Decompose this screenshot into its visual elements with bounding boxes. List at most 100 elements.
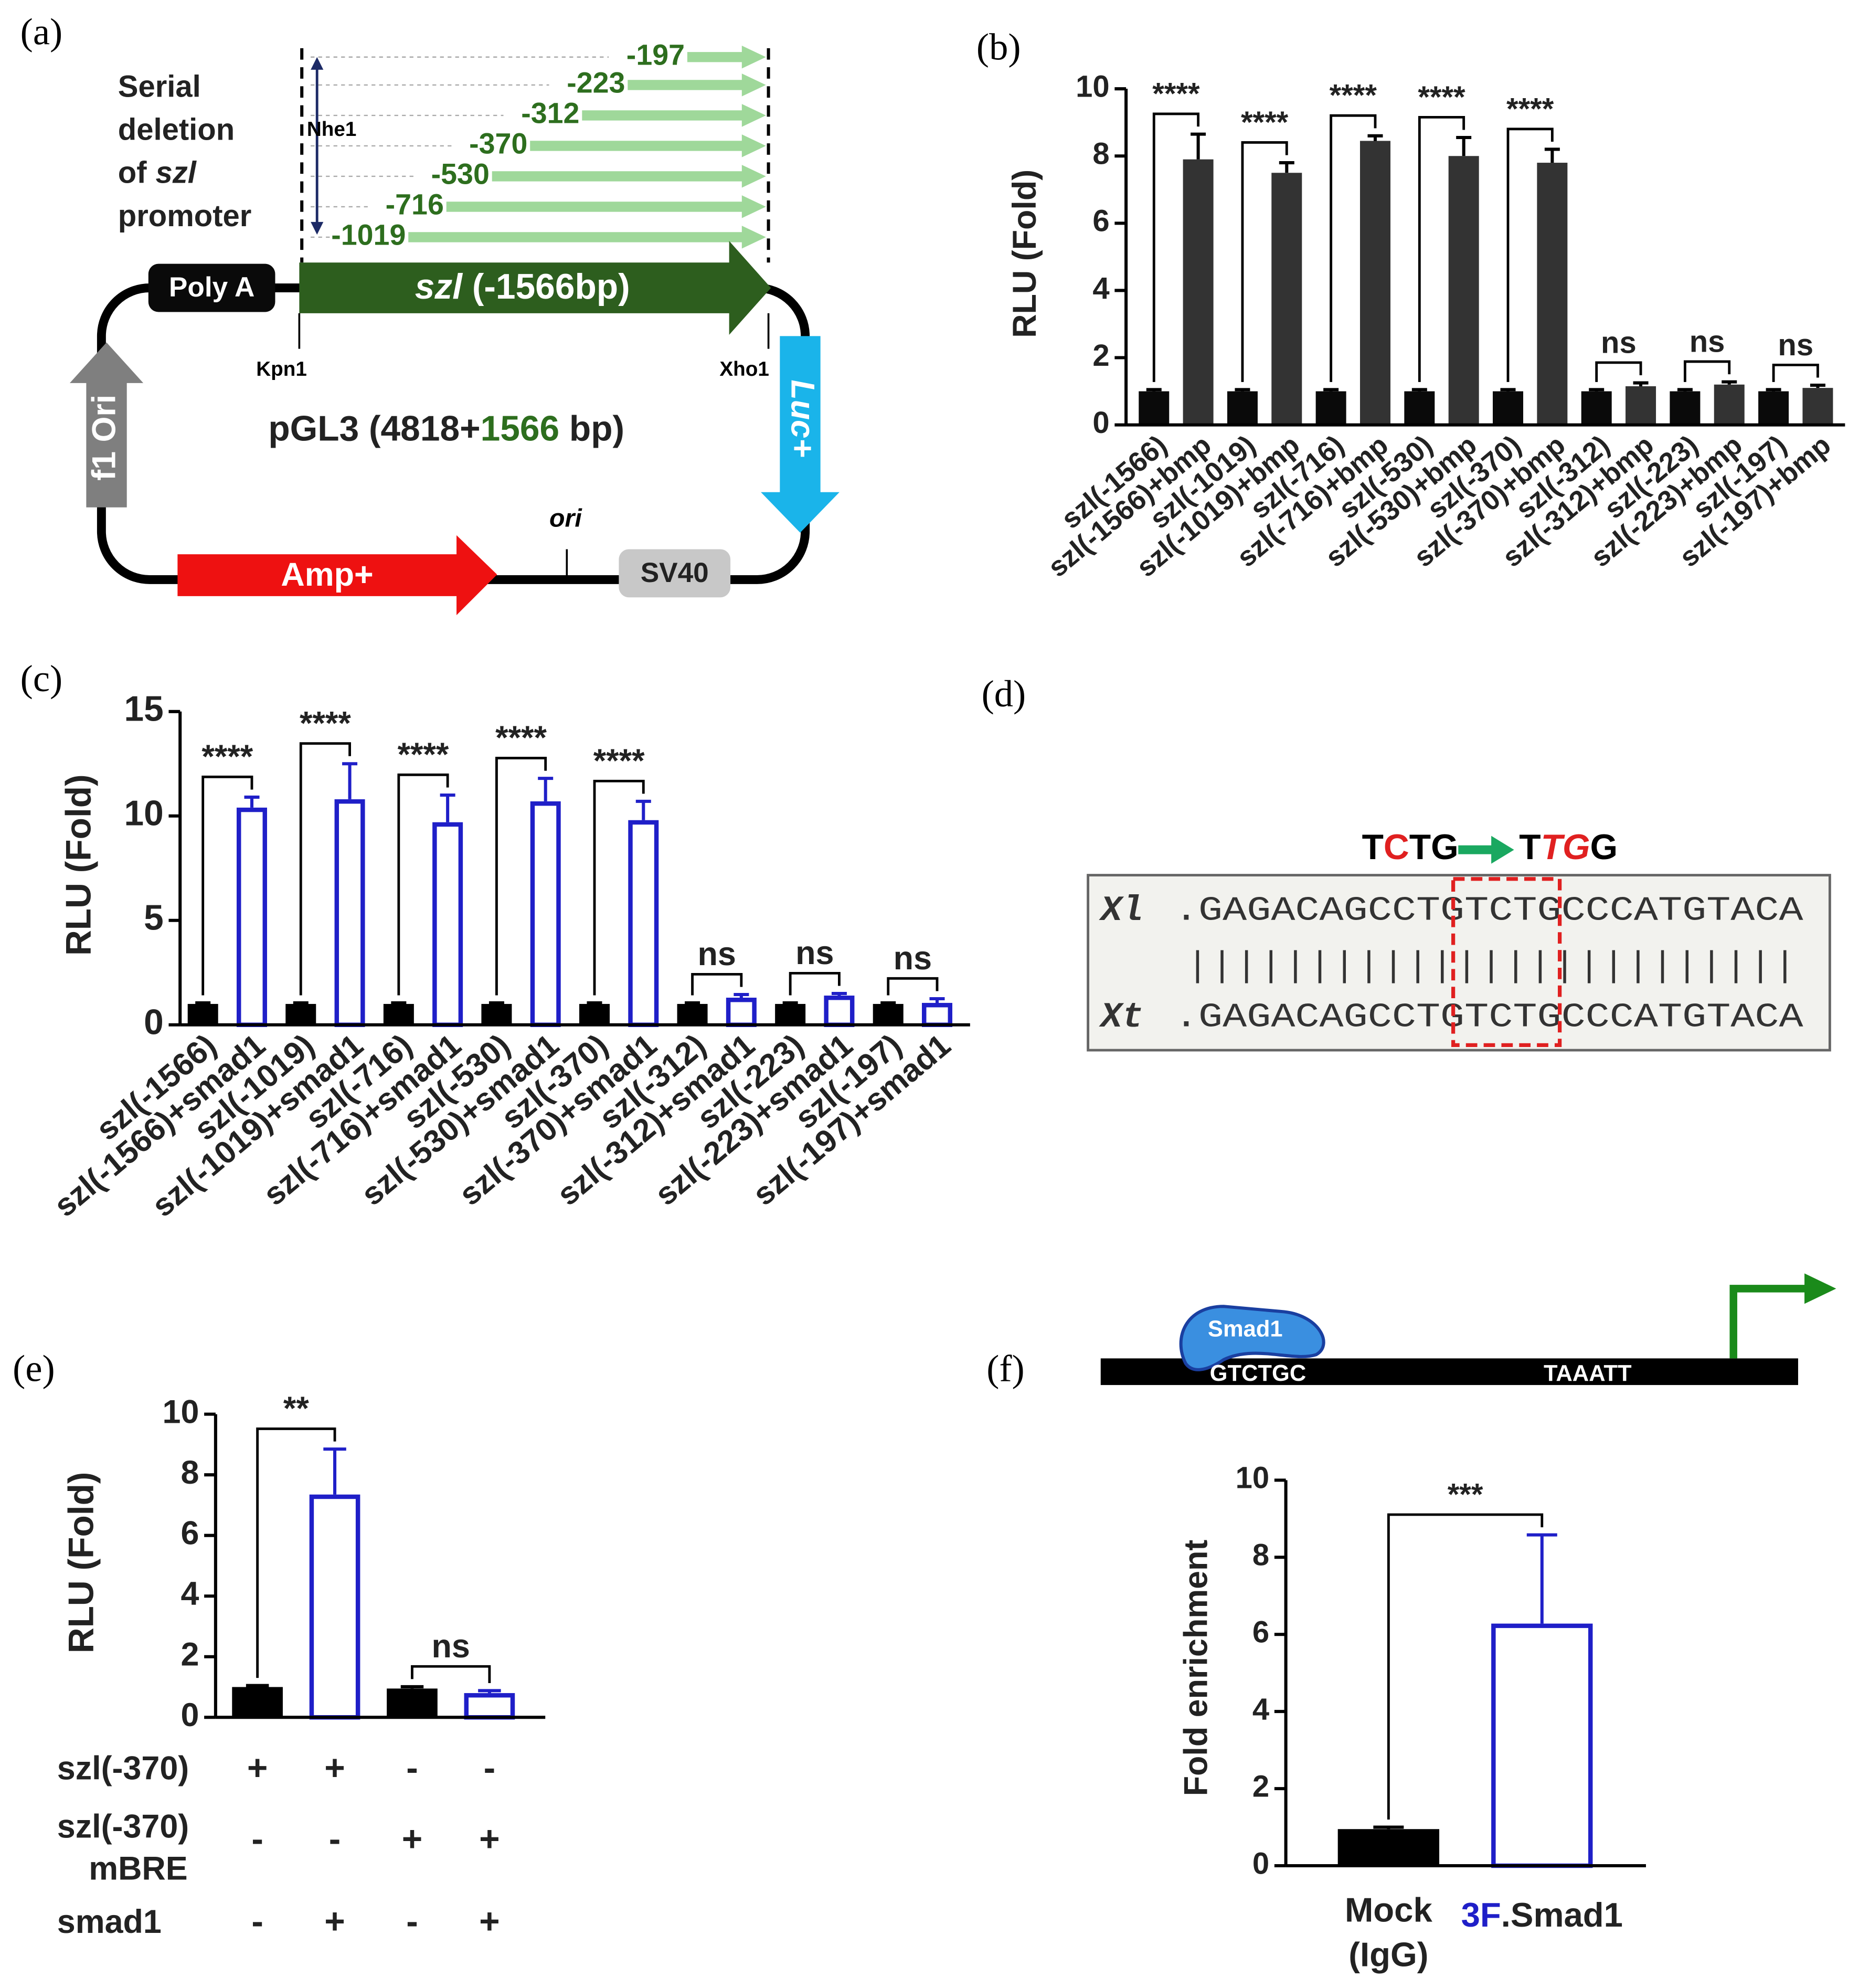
y-tick-label: 5 [144, 898, 164, 938]
error-bar [538, 777, 554, 801]
caption: Serial [118, 70, 201, 104]
bar [775, 1003, 806, 1025]
significance-bracket [397, 773, 449, 996]
plasmid-name: pGL3 (4818+1566 bp) [268, 409, 624, 449]
y-tick-label: 10 [1236, 1461, 1270, 1495]
error-bar [1677, 388, 1693, 392]
significance-label: **** [1506, 92, 1554, 126]
panel-label: (c) [20, 657, 62, 700]
error-bar [1373, 1825, 1404, 1830]
panel-label: (d) [982, 672, 1026, 715]
error-bar [1766, 388, 1781, 392]
arrow-head [741, 134, 766, 157]
arrow-head [741, 195, 766, 218]
significance-label: **** [1418, 80, 1465, 114]
error-bar [929, 997, 945, 1003]
error-bar [323, 1447, 346, 1495]
insert-part: szl [415, 267, 463, 306]
bar [387, 1688, 438, 1718]
y-tick-label: 10 [124, 794, 164, 833]
caption: of szl [118, 156, 197, 190]
bar [1493, 391, 1524, 425]
bar [628, 820, 659, 1027]
y-tick-label: 2 [1252, 1769, 1269, 1803]
label-part: 3F [1461, 1896, 1501, 1934]
y-axis-label: RLU (Fold) [61, 1472, 101, 1654]
bar [236, 807, 267, 1027]
significance-bracket [1595, 361, 1642, 382]
significance-bracket [1241, 141, 1288, 382]
alignment-box [1087, 874, 1831, 1052]
polya-box [148, 263, 275, 312]
insert-label: szl (-1566bp) [415, 267, 630, 306]
bar [1315, 391, 1346, 425]
caption: deletion [118, 113, 235, 147]
highlight-box [1451, 877, 1562, 1048]
bar [1537, 163, 1568, 425]
condition-label: szl(-370) [57, 1809, 189, 1845]
error-bar [1323, 388, 1339, 392]
name-part: pGL3 (4818+ [268, 409, 480, 449]
bar [1581, 391, 1612, 425]
significance-bracket [1418, 115, 1465, 382]
y-tick-label: 8 [1252, 1538, 1269, 1572]
significance-label: **** [495, 720, 547, 756]
arrow-head [311, 57, 324, 70]
amp-label: Amp+ [281, 556, 373, 593]
arrow-head [741, 73, 766, 97]
arrow-head [741, 46, 766, 69]
significance-label: **** [300, 705, 351, 742]
significance-label: ** [283, 1390, 309, 1427]
condition-mark: - [251, 1902, 263, 1941]
condition-mark: - [406, 1902, 418, 1941]
bar [334, 799, 365, 1027]
significance-label: **** [593, 743, 645, 779]
y-tick-label: 4 [1252, 1692, 1269, 1726]
significance-label: ns [432, 1628, 470, 1665]
plasmid-map: Nhe1 Serial deletion of szl promoter -197… [69, 38, 840, 616]
error-bar [342, 762, 358, 799]
bar [726, 997, 757, 1027]
bar [1271, 173, 1302, 425]
arrow-head [1804, 1273, 1836, 1304]
panel-label: (e) [13, 1347, 55, 1390]
condition-mark: + [479, 1820, 500, 1859]
bar [1448, 156, 1479, 425]
error-bar [440, 793, 455, 822]
x-tick-label: 3F.Smad1 [1461, 1896, 1623, 1934]
species: Xl [1099, 891, 1143, 931]
f1-arrow [69, 342, 144, 507]
y-tick-label: 2 [1092, 339, 1109, 373]
caption: promoter [118, 199, 252, 233]
bar [432, 822, 463, 1027]
condition-mark: - [251, 1820, 263, 1859]
significance-bracket [495, 757, 547, 996]
significance-label: **** [1152, 77, 1200, 111]
site-label: GTCTGC [1210, 1361, 1306, 1386]
luc-arrow [761, 336, 840, 533]
arrow-head [741, 104, 766, 127]
significance-bracket [593, 779, 645, 996]
arrow-head [1491, 836, 1514, 864]
error-bar [244, 795, 260, 808]
significance-label: ns [1601, 325, 1637, 359]
bar [285, 1003, 316, 1025]
arrow-head [311, 221, 324, 235]
sequence: .GAGACAGCCTGTCTGCCCATGTACA [1174, 998, 1804, 1037]
y-tick-label: 6 [181, 1515, 199, 1551]
wild-type: TCTG [1362, 828, 1459, 867]
y-tick-label: 4 [1092, 271, 1109, 305]
caption-part: of [118, 156, 147, 190]
error-bar [1633, 381, 1649, 386]
deletion-label: -530 [431, 158, 490, 191]
seq-part: TG [1541, 828, 1590, 867]
condition-label: smad1 [57, 1904, 162, 1940]
bar [921, 1002, 953, 1027]
bar [1626, 386, 1656, 425]
error-bar [1367, 134, 1383, 141]
seq-part: T [1519, 828, 1541, 867]
significance-bracket [1506, 128, 1554, 382]
seq-part: TG [1409, 828, 1459, 867]
caption-part: szl [155, 156, 197, 190]
